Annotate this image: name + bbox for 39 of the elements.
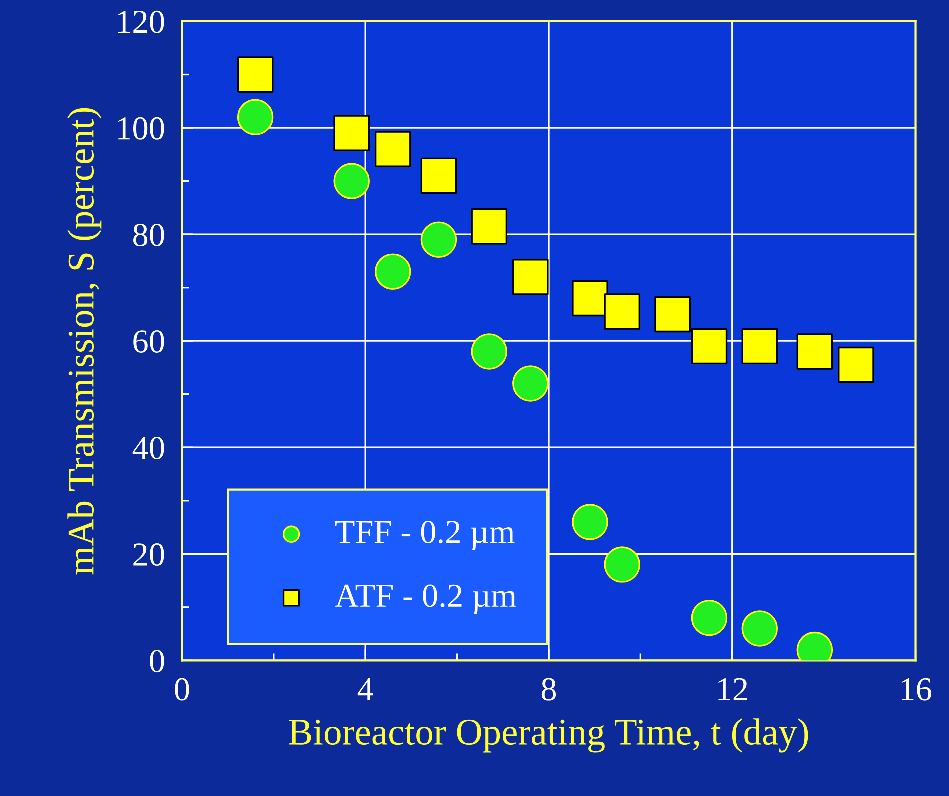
point <box>796 334 834 370</box>
point <box>237 99 274 136</box>
point <box>420 158 458 194</box>
point <box>604 294 640 330</box>
point <box>572 504 608 540</box>
point <box>374 131 412 168</box>
point <box>471 334 508 370</box>
point <box>334 163 370 200</box>
y-axis-title: mAb Transmission, S (percent) <box>68 108 102 575</box>
point <box>512 259 549 296</box>
point <box>691 600 728 636</box>
point <box>471 208 508 245</box>
legend-label: TFF - 0.2 µm <box>335 520 515 550</box>
x-tick-label: 4 <box>358 678 374 700</box>
x-tick-label: 12 <box>718 678 748 700</box>
point <box>742 610 778 647</box>
y-tick-label: 60 <box>134 330 164 353</box>
x-axis-title: Bioreactor Operating Time, t (day) <box>289 718 808 753</box>
point <box>334 115 370 152</box>
point <box>604 546 640 583</box>
y-tick-label: 0 <box>150 650 164 673</box>
y-tick-label: 100 <box>118 117 164 140</box>
y-tick-label: 20 <box>134 544 164 566</box>
point <box>420 222 458 258</box>
point <box>654 296 691 333</box>
legend-label: ATF - 0.2 µm <box>335 584 517 614</box>
point <box>691 328 728 365</box>
point <box>512 366 549 402</box>
point <box>742 328 778 365</box>
point <box>572 280 608 317</box>
y-tick-label: 80 <box>133 224 164 246</box>
y-tick-label: 40 <box>132 437 164 460</box>
y-tick-label: 120 <box>118 10 164 34</box>
point <box>838 346 874 384</box>
point <box>374 254 412 290</box>
x-tick-label: 16 <box>902 678 932 701</box>
point <box>237 56 274 93</box>
x-tick-label: 0 <box>175 678 190 701</box>
x-tick-label: 8 <box>542 678 556 701</box>
